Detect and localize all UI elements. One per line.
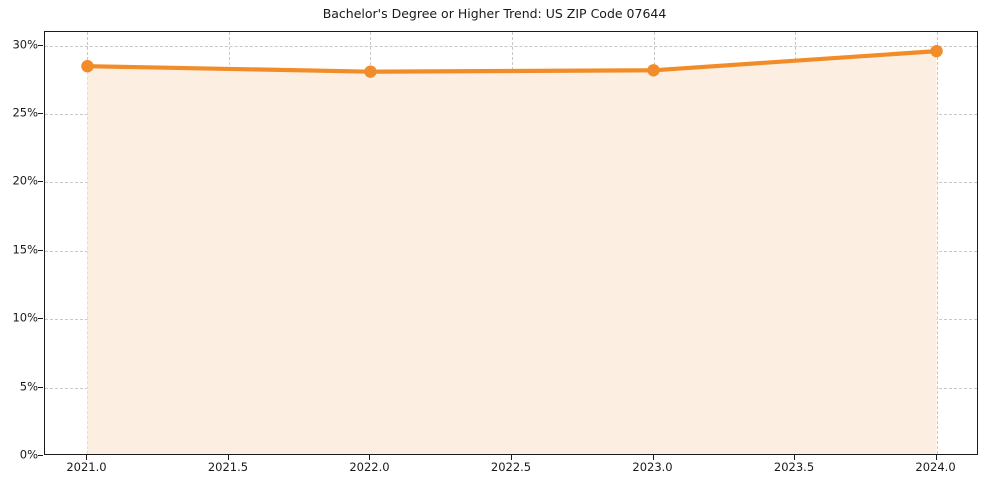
y-axis-tick-label: 5% xyxy=(19,378,38,393)
x-axis-tick-mark xyxy=(794,455,796,460)
x-axis-tick-mark xyxy=(652,455,654,460)
x-axis-tick-mark xyxy=(511,455,512,460)
data-point-marker[interactable] xyxy=(81,59,94,73)
y-axis-tick-mark xyxy=(38,249,43,251)
y-axis-tick-mark xyxy=(38,318,43,320)
gridline-x xyxy=(936,32,938,454)
x-axis-tick-label: 2022.5 xyxy=(490,460,532,474)
trend-line xyxy=(85,49,939,74)
y-axis-tick-label: 25% xyxy=(12,105,38,120)
y-axis-tick-mark xyxy=(38,113,43,115)
data-point-marker[interactable] xyxy=(930,44,943,58)
y-axis-tick-label: 30% xyxy=(12,36,38,51)
y-axis-tick-label: 10% xyxy=(12,310,38,325)
y-axis-tick-label: 15% xyxy=(12,242,38,257)
x-axis-tick-label: 2023.5 xyxy=(773,460,815,474)
y-axis-tick-labels: 0% 5% 10% 15% 20% 25% 30% xyxy=(0,0,38,490)
chart-title: Bachelor's Degree or Higher Trend: US ZI… xyxy=(322,6,667,21)
data-point-marker[interactable] xyxy=(647,64,660,77)
data-series-line xyxy=(81,44,943,454)
plot-area xyxy=(44,31,978,455)
y-axis-tick-label: 20% xyxy=(12,173,38,188)
x-axis-tick-label: 2021.5 xyxy=(207,460,249,474)
gridline-y xyxy=(45,45,977,47)
data-point-marker[interactable] xyxy=(364,65,377,78)
x-axis-tick-label: 2021.0 xyxy=(66,460,107,474)
x-axis-tick-label: 2023.0 xyxy=(632,460,673,474)
area-fill xyxy=(87,51,937,454)
x-axis-tick-label: 2022.0 xyxy=(349,460,390,474)
x-axis-tick-mark xyxy=(86,455,88,460)
x-axis-tick-mark xyxy=(227,455,229,460)
y-axis-tick-mark xyxy=(38,44,43,46)
y-axis-tick-mark xyxy=(38,386,43,388)
x-axis-tick-mark xyxy=(935,455,937,460)
y-axis-tick-mark xyxy=(38,181,43,183)
x-axis-tick-label: 2024.0 xyxy=(915,460,956,474)
x-axis-tick-mark xyxy=(369,455,371,460)
y-axis-tick-mark xyxy=(38,455,43,456)
y-axis-tick-label: 0% xyxy=(19,447,38,462)
